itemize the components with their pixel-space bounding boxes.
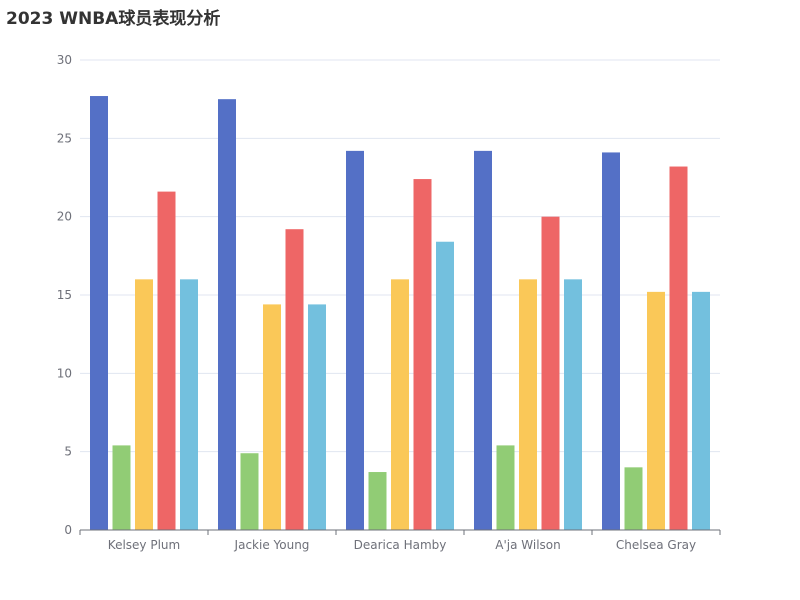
x-tick-label: Jackie Young xyxy=(234,538,310,552)
bar xyxy=(90,96,108,531)
y-tick-label: 0 xyxy=(64,523,72,537)
y-tick-label: 5 xyxy=(64,445,72,459)
axes: 0 5 10 15 20 25 30 Kelsey Plum Jackie Young Deari… xyxy=(57,53,721,552)
bar xyxy=(647,291,665,530)
bar xyxy=(391,279,409,530)
y-tick-label: 20 xyxy=(57,210,72,224)
bar xyxy=(624,467,643,530)
bar xyxy=(669,166,688,531)
bar xyxy=(112,445,131,530)
bar xyxy=(692,291,710,530)
bar xyxy=(496,445,515,530)
bar xyxy=(157,191,176,530)
bar xyxy=(263,304,281,530)
x-tick-label: Chelsea Gray xyxy=(616,538,696,552)
y-tick-label: 10 xyxy=(57,366,72,380)
bar xyxy=(346,150,364,530)
x-tick-label: Dearica Hamby xyxy=(354,538,447,552)
y-tick-label: 25 xyxy=(57,131,72,145)
bar xyxy=(564,279,582,530)
bar xyxy=(285,229,304,530)
bar xyxy=(519,279,537,530)
bar xyxy=(368,472,387,530)
bar xyxy=(180,279,198,530)
bar xyxy=(541,216,560,530)
x-tick-label: A'ja Wilson xyxy=(495,538,560,552)
bar xyxy=(474,150,492,530)
bar xyxy=(436,241,454,530)
bars xyxy=(90,96,710,531)
y-tick-label: 15 xyxy=(57,288,72,302)
bar xyxy=(308,304,326,530)
x-tick-label: Kelsey Plum xyxy=(108,538,180,552)
bar xyxy=(135,279,153,530)
bar xyxy=(413,179,432,531)
bar xyxy=(240,453,259,530)
chart-title: 2023 WNBA球员表现分析 xyxy=(6,9,221,29)
bar xyxy=(602,152,620,530)
bar xyxy=(218,99,236,531)
y-tick-label: 30 xyxy=(57,53,72,67)
